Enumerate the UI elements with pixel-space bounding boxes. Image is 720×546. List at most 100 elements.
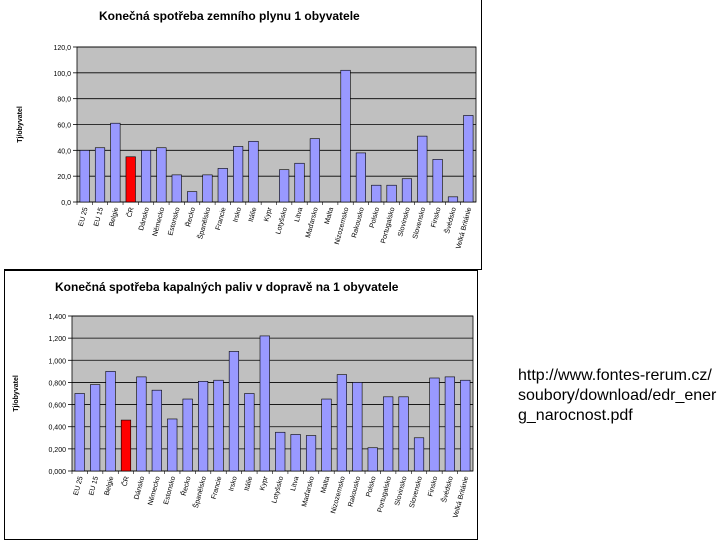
bar (167, 418, 178, 472)
x-tick-label: Španělsko (195, 206, 212, 240)
y-tick-label: 1,400 (48, 314, 66, 321)
bar (217, 168, 228, 203)
bar (187, 191, 198, 203)
bar (213, 379, 224, 472)
bar (141, 150, 152, 203)
bar (279, 169, 290, 203)
x-tick-label: Slovinsko (394, 476, 409, 507)
bar (386, 184, 397, 203)
y-tick-label: 1,000 (48, 358, 66, 365)
x-tick-label: Rakousko (347, 476, 362, 508)
bar (463, 115, 474, 203)
bar (198, 381, 209, 472)
x-tick-label: Švédsko (442, 206, 458, 234)
bar (321, 398, 332, 472)
bar (125, 156, 136, 203)
x-tick-label: Estonsko (167, 207, 181, 237)
x-tick-label: Francie (215, 207, 228, 231)
y-tick-label: 0,600 (48, 403, 66, 410)
x-tick-label: Řecko (179, 475, 193, 497)
y-axis-label: Tj/obyvatel (13, 375, 20, 412)
x-tick-label: Maďarsko (305, 207, 320, 239)
y-tick-label: 80,0 (57, 97, 71, 104)
y-tick-label: 0,0 (61, 200, 71, 207)
bar (171, 174, 182, 203)
bar (294, 162, 305, 203)
x-tick-label: Nizozemsko (330, 476, 347, 515)
y-tick-label: 40,0 (57, 148, 71, 155)
y-tick-label: 0,800 (48, 380, 66, 387)
x-tick-label: Belgie (104, 476, 116, 497)
bar (383, 396, 394, 472)
bar (305, 435, 317, 472)
bar (110, 122, 121, 203)
x-tick-label: Maďarsko (301, 476, 316, 508)
x-tick-label: Švédsko (439, 475, 455, 503)
x-tick-label: Španělsko (191, 475, 208, 509)
chart-title: Konečná spotřeba kapalných paliv v dopra… (55, 280, 399, 294)
bar (228, 351, 240, 472)
x-tick-label: Irsko (228, 476, 239, 493)
bar (94, 147, 106, 203)
x-tick-label: EU 15 (93, 207, 105, 228)
bar (352, 382, 363, 472)
bar (309, 138, 320, 203)
bar (401, 178, 412, 203)
bar (182, 398, 193, 472)
bar (336, 374, 347, 472)
plot-area (71, 315, 474, 472)
x-tick-label: Finsko (427, 476, 439, 498)
y-tick-label: 120,0 (53, 45, 71, 52)
bar (120, 419, 132, 472)
x-tick-label: Belgie (108, 207, 120, 228)
bar (367, 447, 378, 472)
bar (340, 69, 351, 203)
bar (355, 152, 366, 203)
x-tick-label: Estonsko (163, 476, 177, 506)
bar (202, 174, 213, 203)
bar (74, 393, 85, 472)
bar (248, 140, 259, 203)
bar (151, 389, 162, 472)
bar (244, 393, 255, 472)
x-tick-label: Německo (147, 476, 161, 506)
bar (259, 335, 270, 472)
bar (460, 379, 471, 472)
y-axis-label: Tj/obyvatel (17, 106, 24, 143)
chart-liquid-fuels-transport: Konečná spotřeba kapalných paliv v dopra… (4, 270, 478, 540)
x-tick-label: EU 15 (88, 476, 100, 497)
bar (290, 434, 301, 472)
bar (447, 196, 459, 203)
x-tick-label: Slovinsko (397, 207, 412, 238)
bar (156, 147, 167, 203)
bar (136, 376, 147, 472)
bar (79, 150, 90, 203)
chart-gas-consumption-svg: Konečná spotřeba zemního plynu 1 obyvate… (17, 9, 477, 250)
x-tick-label: Dánsko (138, 207, 151, 232)
bar (275, 431, 286, 472)
x-tick-label: Portugalsko (377, 476, 393, 514)
y-tick-label: 0,200 (48, 447, 66, 454)
x-tick-label: Finsko (430, 207, 442, 229)
bar (105, 371, 116, 472)
bar (444, 376, 455, 472)
x-tick-label: Irsko (232, 207, 243, 224)
x-tick-label: Malta (320, 476, 331, 494)
x-tick-label: Kypr (263, 206, 274, 222)
x-tick-label: Litva (294, 207, 305, 223)
x-tick-label: Slovensko (412, 207, 427, 240)
y-tick-label: 100,0 (53, 71, 71, 78)
x-tick-label: EU 25 (73, 476, 85, 497)
x-tick-label: Nizozemsko (334, 207, 351, 246)
x-tick-label: Portugalsko (380, 207, 396, 245)
y-tick-label: 20,0 (57, 174, 71, 181)
x-tick-label: Francie (211, 476, 224, 500)
bar (417, 135, 428, 203)
chart-title: Konečná spotřeba zemního plynu 1 obyvate… (99, 9, 360, 23)
x-tick-label: ČR (124, 206, 135, 218)
bar (233, 146, 244, 203)
source-url: http://www.fontes-rerum.cz/soubory/downl… (518, 367, 717, 424)
x-tick-label: Velká Británie (452, 476, 470, 519)
y-tick-label: 0,000 (48, 469, 66, 476)
x-tick-label: Lotyšsko (271, 476, 285, 505)
